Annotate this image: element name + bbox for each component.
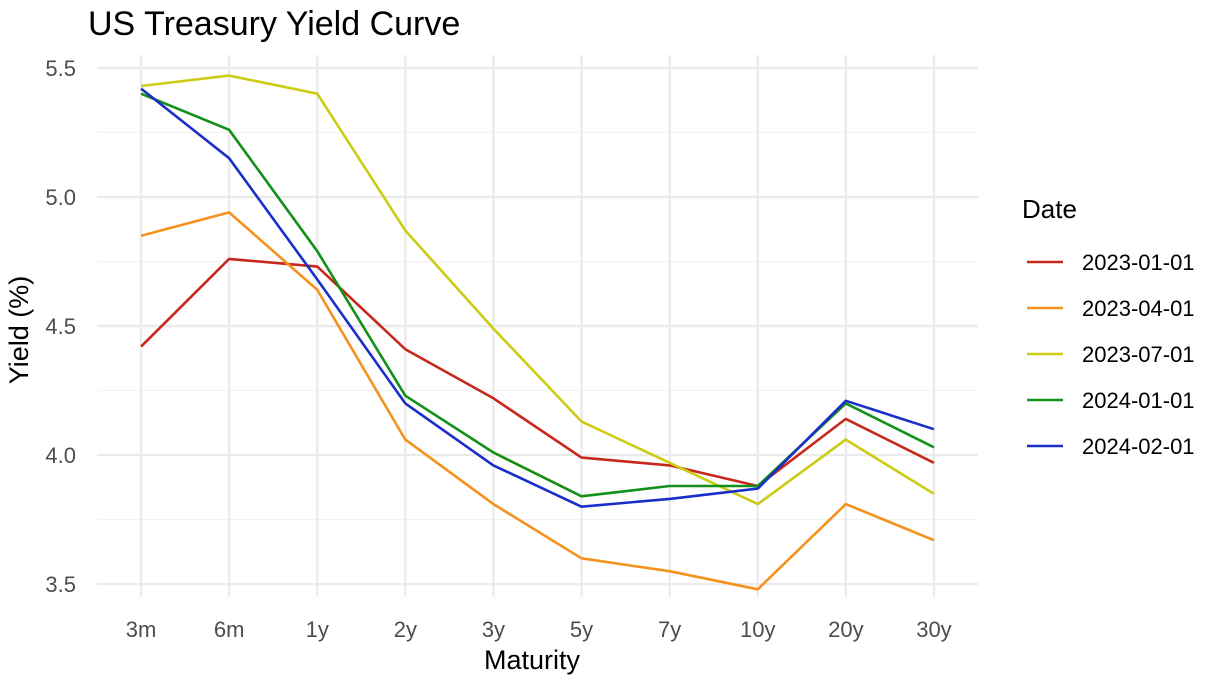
y-tick-label: 3.5 [45, 572, 76, 597]
x-tick-label: 10y [740, 617, 775, 642]
x-tick-label: 30y [916, 617, 951, 642]
y-axis-title: Yield (%) [4, 276, 34, 385]
x-tick-label: 20y [828, 617, 863, 642]
series-line-2023-04-01 [140, 211, 935, 591]
grid-major [97, 55, 978, 597]
legend: Date 2023-01-01 2023-04-01 2023-07-01 2024-… [1022, 194, 1195, 459]
x-tick-label: 3y [482, 617, 505, 642]
legend-label: 2024-01-01 [1082, 388, 1195, 413]
x-tick-label: 6m [214, 617, 245, 642]
legend-label: 2024-02-01 [1082, 434, 1195, 459]
y-tick-labels: 3.5 4.0 4.5 5.0 5.5 [45, 56, 76, 597]
series-line-2023-07-01 [140, 74, 935, 506]
series-lines [140, 74, 935, 591]
y-tick-label: 5.5 [45, 56, 76, 81]
series-line-2024-01-01 [140, 92, 935, 498]
chart-title: US Treasury Yield Curve [88, 5, 460, 43]
legend-title: Date [1022, 194, 1077, 224]
x-tick-labels: 3m 6m 1y 2y 3y 5y 7y 10y 20y 30y [126, 617, 952, 642]
series-line-2023-01-01 [140, 257, 935, 488]
series-line-2024-02-01 [140, 87, 935, 509]
x-tick-label: 1y [306, 617, 329, 642]
legend-label: 2023-07-01 [1082, 342, 1195, 367]
y-tick-label: 4.5 [45, 314, 76, 339]
y-tick-label: 5.0 [45, 185, 76, 210]
x-tick-label: 3m [126, 617, 157, 642]
x-axis-title: Maturity [484, 645, 581, 675]
x-tick-label: 5y [570, 617, 593, 642]
x-tick-label: 7y [658, 617, 681, 642]
legend-label: 2023-01-01 [1082, 250, 1195, 275]
y-tick-label: 4.0 [45, 443, 76, 468]
legend-label: 2023-04-01 [1082, 296, 1195, 321]
x-tick-label: 2y [394, 617, 417, 642]
